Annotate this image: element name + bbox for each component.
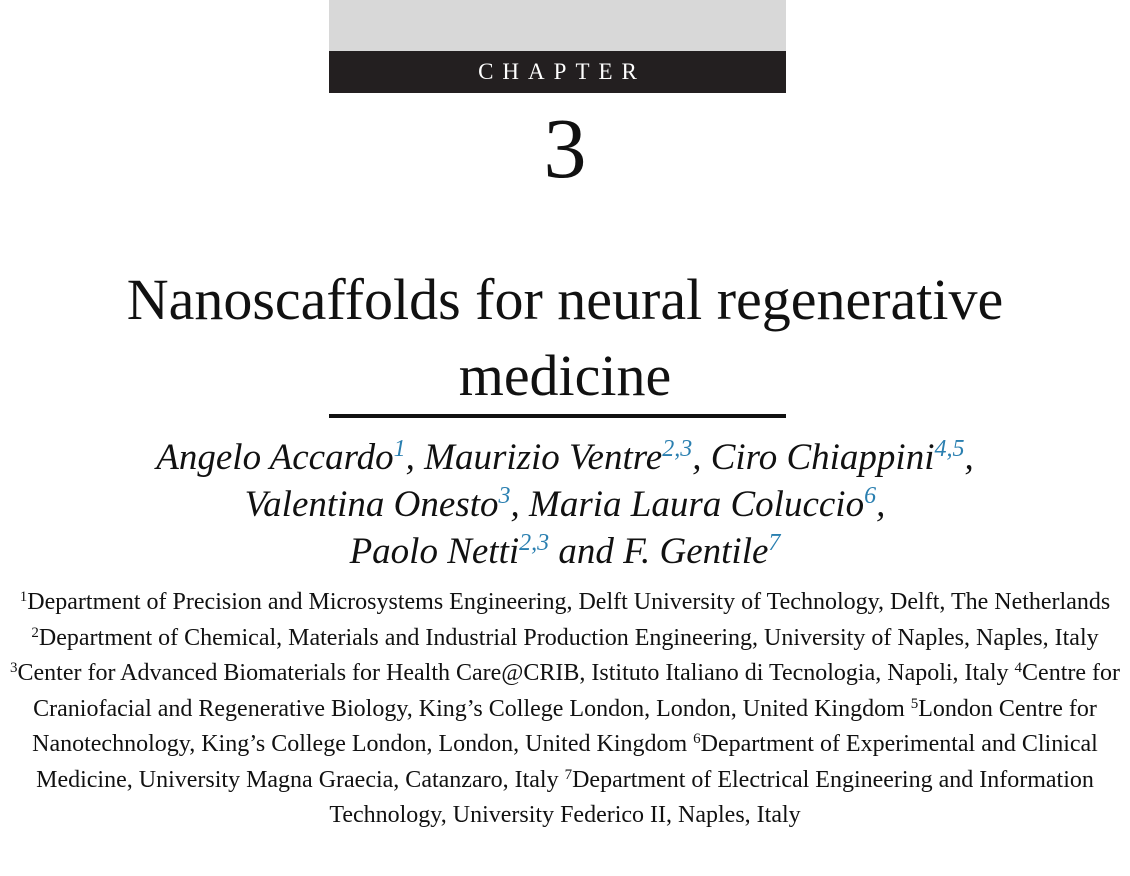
affiliation-text: Department of Experimental and Clinical …	[36, 731, 1098, 793]
affiliation-number: 1	[19, 588, 28, 605]
author-name: Valentina Onesto	[244, 484, 499, 525]
affiliation-text: London Centre for Nanotechnology, King’s…	[32, 695, 1097, 758]
affiliation-text: Center for Advanced Biomaterials for Hea…	[17, 660, 1009, 686]
title-divider	[329, 414, 786, 418]
affiliation-number: 5	[910, 695, 919, 712]
chapter-title-line-1: Nanoscaffolds for neural regenerative	[126, 267, 1004, 332]
author-separator: ,	[510, 484, 530, 525]
author-separator: ,	[692, 437, 711, 478]
author-separator: and	[549, 531, 624, 572]
author-name: Maria Laura Coluccio	[529, 484, 865, 525]
author-separator: ,	[876, 484, 886, 525]
affiliation-number: 4	[1014, 659, 1023, 676]
affiliation-number: 3	[9, 659, 18, 676]
author-affiliation-mark[interactable]: 2,3	[519, 529, 550, 556]
affiliation-list: 1Department of Precision and Microsystem…	[4, 585, 1126, 834]
author-name: Ciro Chiappini	[710, 437, 935, 478]
affiliation-text: Department of Precision and Microsystems…	[27, 589, 1111, 615]
affiliation-number: 6	[693, 730, 701, 747]
author-name: Maurizio Ventre	[424, 437, 663, 478]
author-affiliation-mark[interactable]: 3	[498, 482, 511, 509]
affiliation-number: 7	[564, 766, 573, 783]
author-name: F. Gentile	[623, 531, 769, 572]
author-affiliation-mark[interactable]: 1	[393, 435, 406, 462]
author-affiliation-mark[interactable]: 4,5	[934, 435, 965, 462]
chapter-header-top-block	[329, 0, 786, 51]
affiliation-text: Department of Electrical Engineering and…	[329, 766, 1094, 829]
affiliation-number: 2	[31, 624, 39, 641]
author-list: Angelo Accardo1, Maurizio Ventre2,3, Cir…	[0, 434, 1130, 575]
chapter-header: CHAPTER	[329, 0, 786, 93]
author-affiliation-mark[interactable]: 2,3	[662, 435, 693, 462]
chapter-title: Nanoscaffolds for neural regenerative me…	[0, 262, 1130, 414]
author-affiliation-mark[interactable]: 7	[768, 529, 781, 556]
author-affiliation-mark[interactable]: 6	[864, 482, 877, 509]
chapter-title-line-2: medicine	[458, 343, 672, 408]
affiliation-text: Centre for Craniofacial and Regenerative…	[33, 660, 1121, 722]
author-name: Paolo Netti	[349, 531, 520, 572]
affiliation-text: Department of Chemical, Materials and In…	[38, 624, 1099, 651]
author-separator: ,	[405, 437, 425, 478]
author-separator: ,	[964, 437, 974, 478]
chapter-label: CHAPTER	[329, 51, 786, 93]
author-name: Angelo Accardo	[156, 437, 394, 478]
chapter-number: 3	[543, 100, 587, 196]
